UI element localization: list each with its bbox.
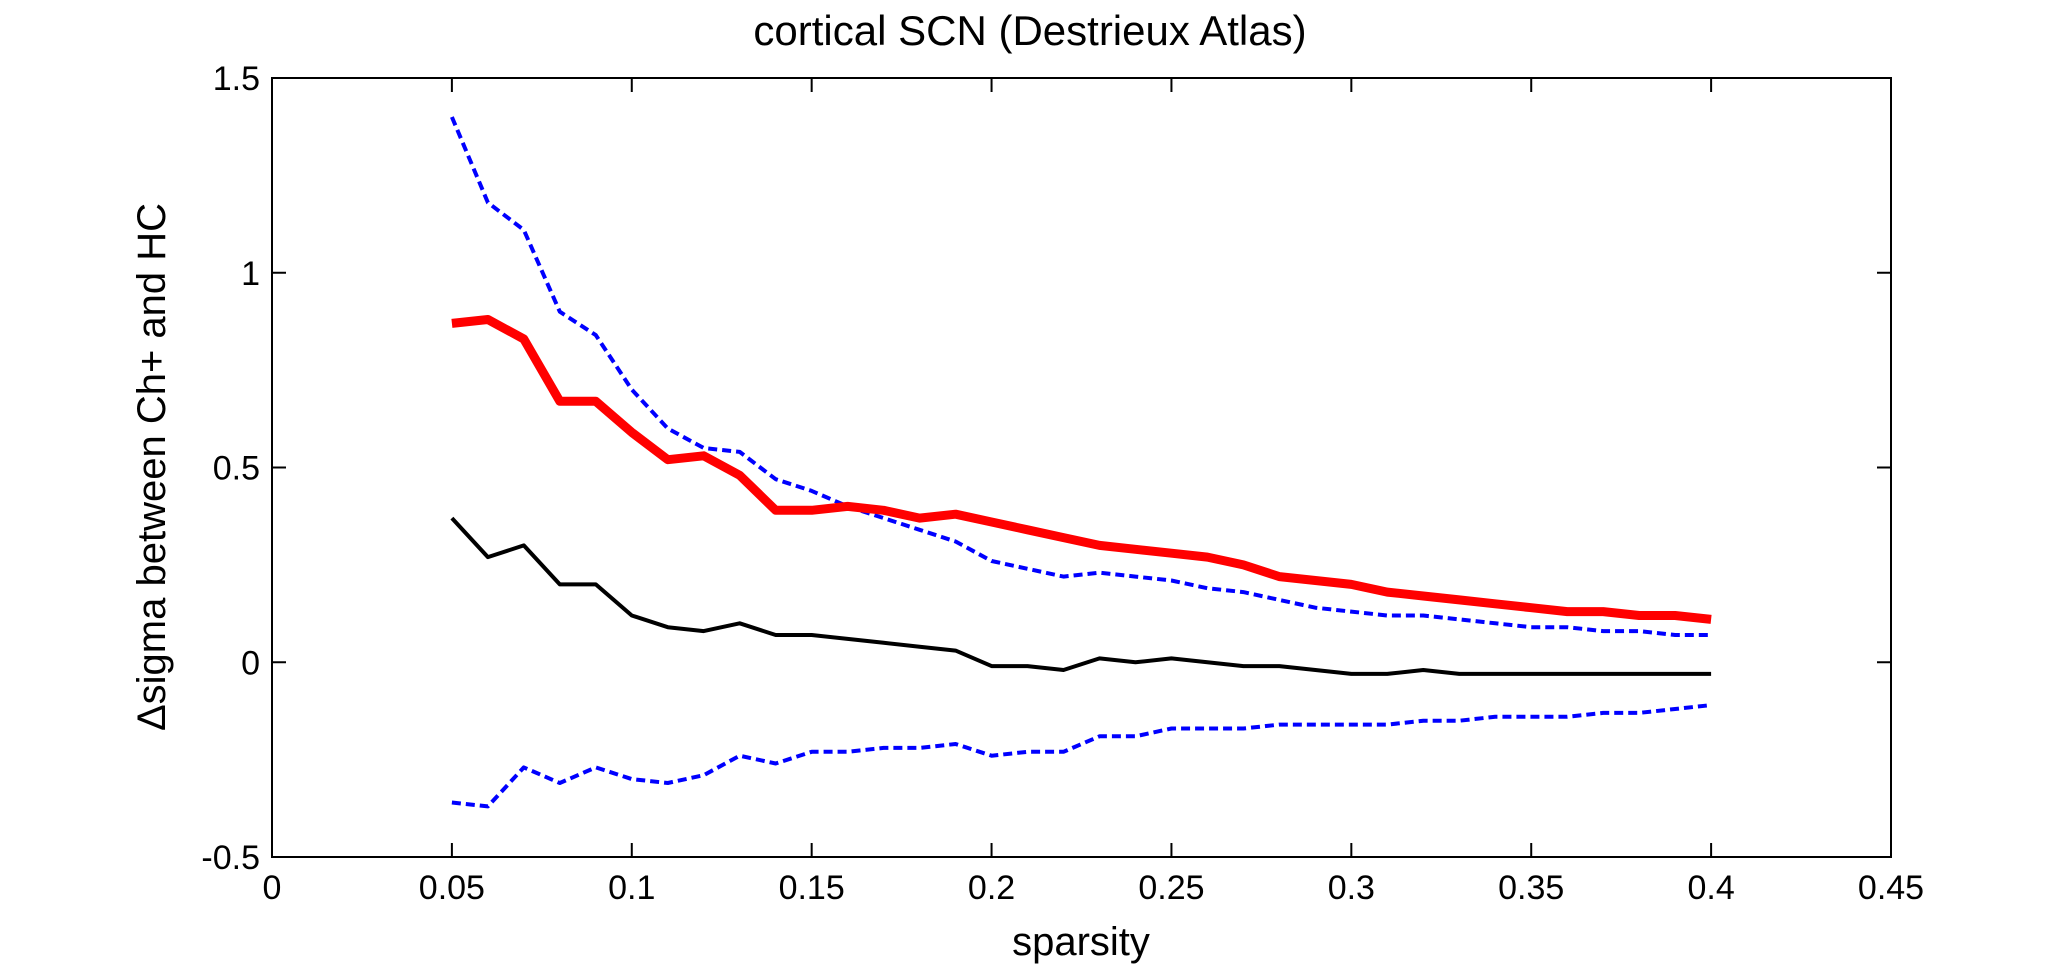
x-tick-label: 0.1: [608, 869, 655, 907]
series-line-3: [450, 516, 1712, 676]
labels-layer: 0 0.05 0.1 0.15 0.2 0.25 0.3 0.35 0.4 0.45-0.500.…: [201, 60, 1924, 907]
y-tick-label: -0.5: [201, 839, 260, 877]
plot-frame: [271, 77, 1892, 858]
y-tick-label: 0.5: [213, 450, 260, 488]
series-layer: [450, 116, 1712, 809]
x-tick-label: 0.45: [1858, 869, 1924, 907]
x-tick-label: 0.35: [1498, 869, 1564, 907]
x-tick-label: 0.4: [1687, 869, 1734, 907]
x-tick-label: 0: [263, 869, 282, 907]
y-tick-label: 0: [241, 644, 260, 682]
x-tick-label: 0.05: [419, 869, 485, 907]
series-line-1: [450, 116, 1712, 637]
x-axis-label: sparsity: [1012, 920, 1150, 964]
x-tick-label: 0.15: [779, 869, 845, 907]
y-tick-label: 1: [241, 255, 260, 293]
x-tick-label: 0.2: [968, 869, 1015, 907]
series-line-2: [451, 315, 1712, 624]
y-tick-label: 1.5: [213, 60, 260, 98]
x-tick-label: 0.25: [1138, 869, 1204, 907]
x-tick-label: 0.3: [1328, 869, 1375, 907]
y-axis-label: Δsigma between Ch+ and HC: [130, 203, 174, 731]
chart-title: cortical SCN (Destrieux Atlas): [753, 7, 1306, 54]
